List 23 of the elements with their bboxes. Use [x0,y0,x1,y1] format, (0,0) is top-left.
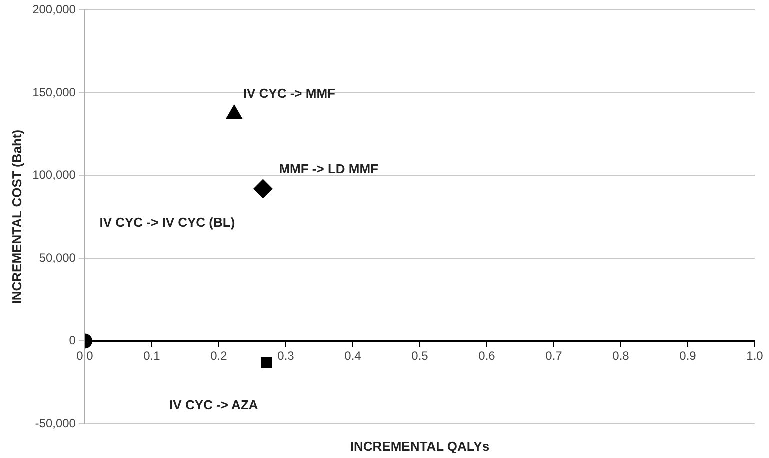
annotation: IV CYC -> MMF [243,86,336,102]
y-tick-label: 100,000 [32,168,76,182]
y-tick-label: 50,000 [39,250,76,265]
x-tick-label: 0.4 [344,348,362,363]
annotation: MMF -> LD MMF [279,162,379,177]
x-tick-label: 0.8 [612,348,630,363]
y-tick-label: -50,000 [35,416,76,430]
y-tick-label: 150,000 [32,85,76,100]
x-tick-label: 0.0 [76,348,94,363]
y-tick-label: 200,000 [32,2,76,17]
x-axis-title: INCREMENTAL QALYs [350,439,490,454]
x-tick-label: 0.2 [210,348,228,363]
y-tick-label: 0 [69,334,76,348]
x-tick-label: 0.5 [412,348,429,363]
y-axis-title: INCREMENTAL COST (Baht) [9,130,24,304]
x-tick-label: 1.0 [746,348,764,363]
x-tick-label: 0.6 [478,348,496,363]
x-tick-label: 0.9 [680,348,697,363]
annotation: IV CYC -> AZA [170,397,259,412]
x-tick-label: 0.3 [278,348,295,363]
annotation: IV CYC -> IV CYC (BL) [100,214,236,230]
x-tick-label: 0.1 [144,348,161,363]
x-tick-label: 0.7 [546,348,563,363]
